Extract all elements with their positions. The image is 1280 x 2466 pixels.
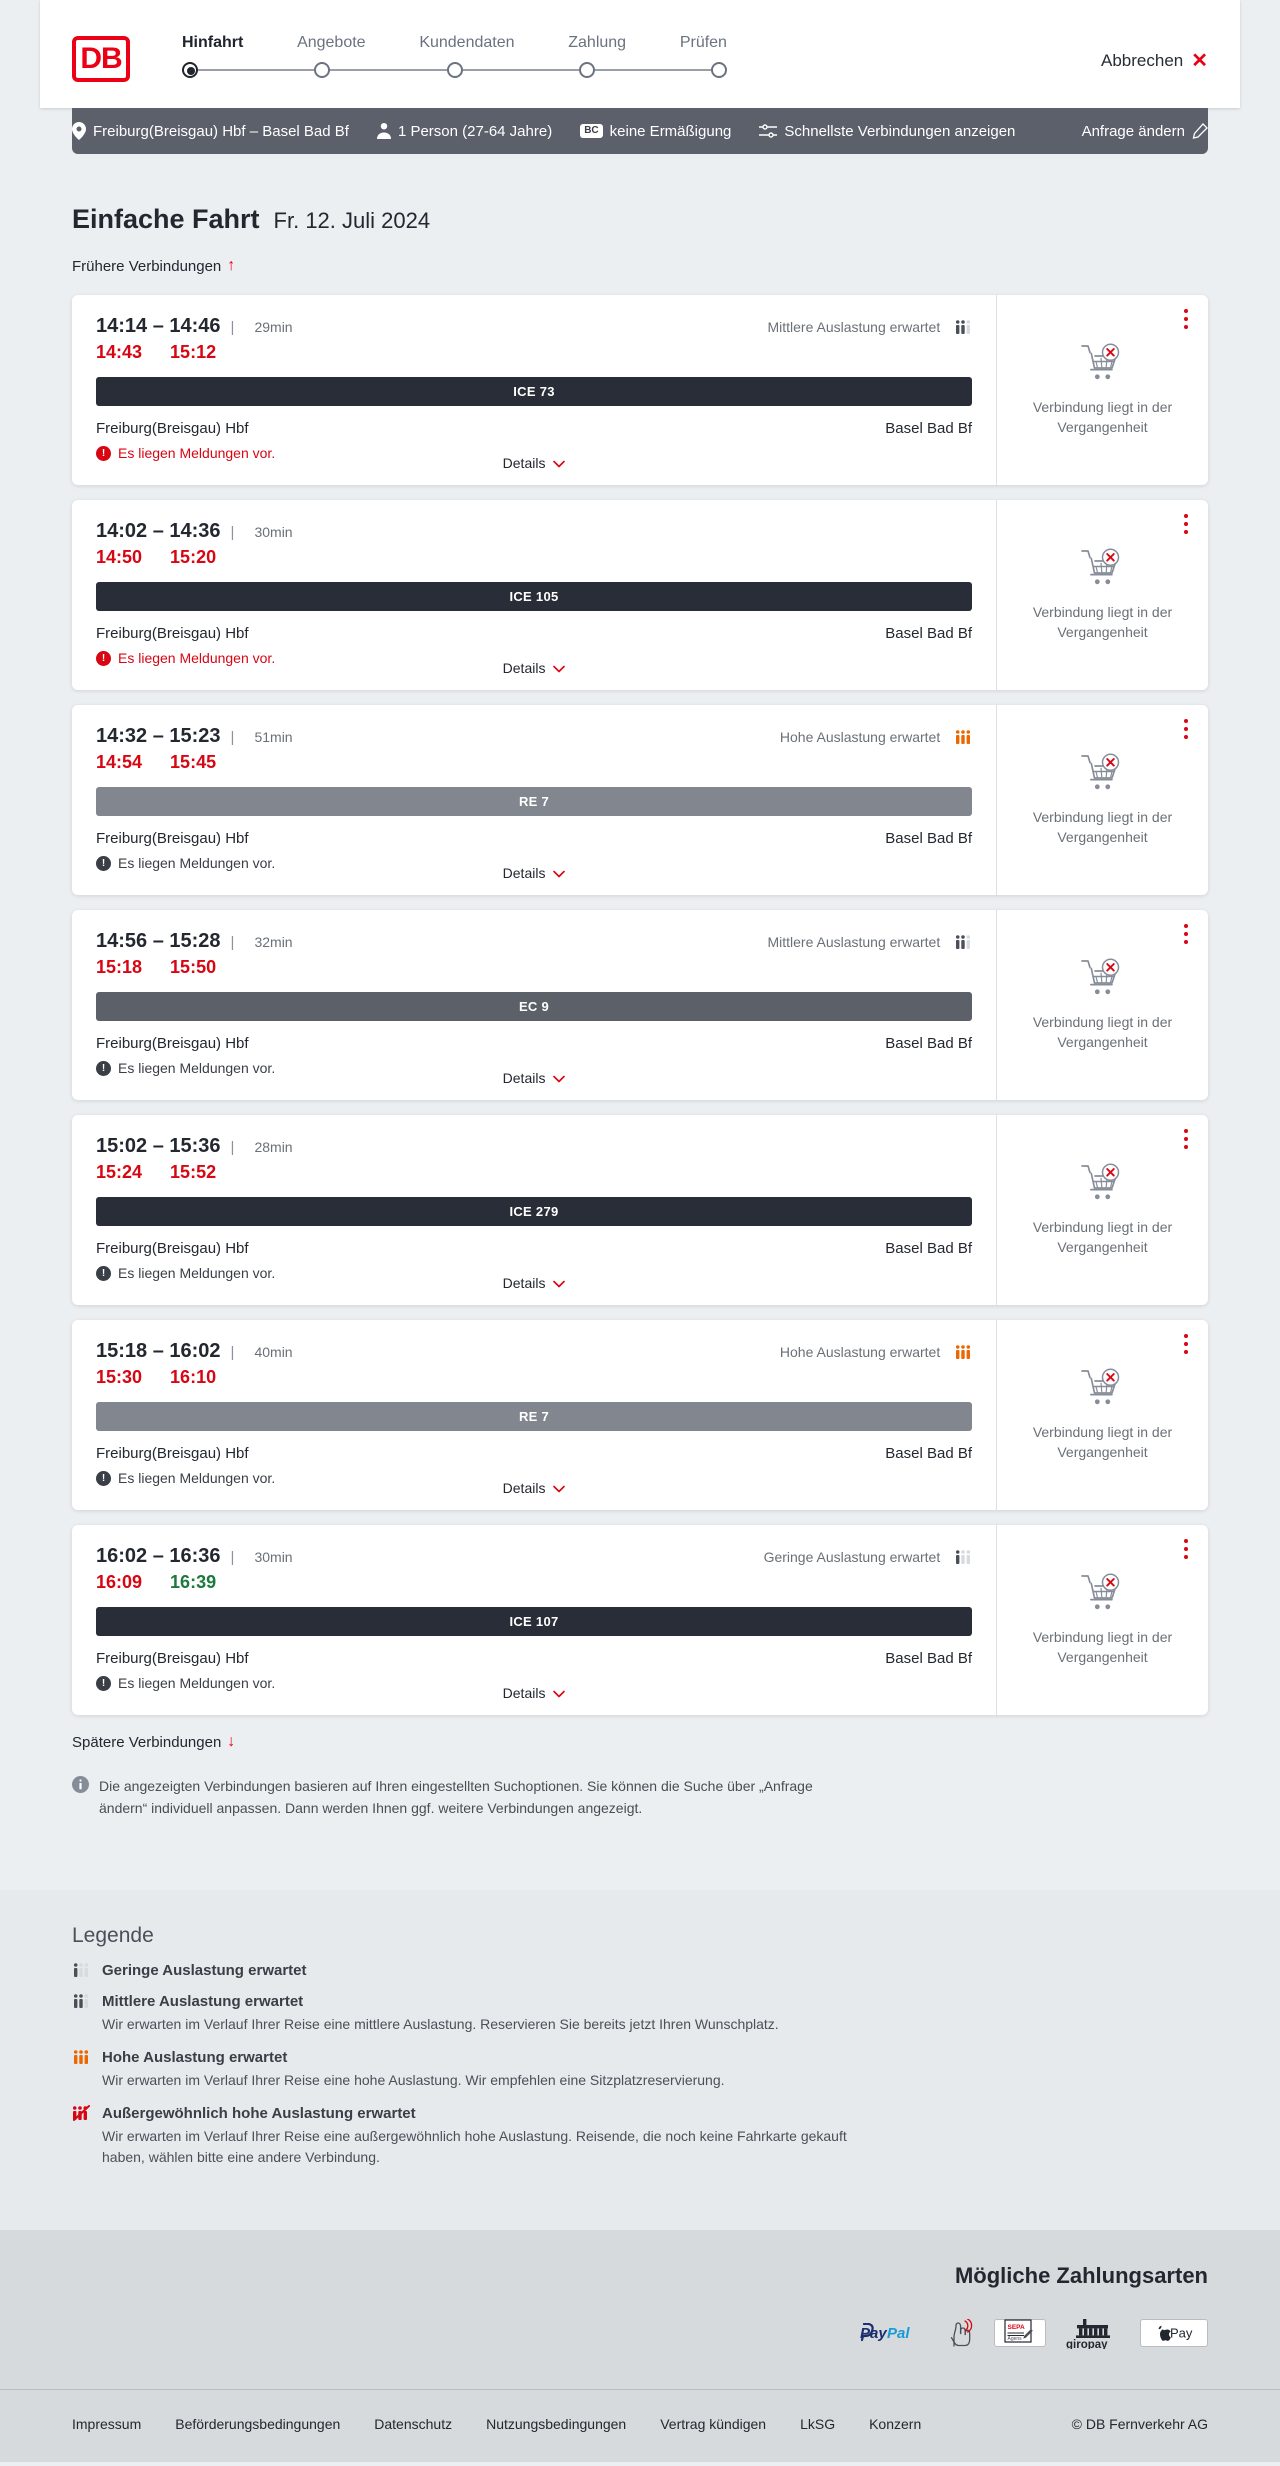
svg-text:SEPA: SEPA (1008, 2324, 1026, 2331)
svg-text:Pal: Pal (887, 2325, 910, 2342)
svg-text:giropay: giropay (1066, 2339, 1108, 2349)
svg-text:Pay: Pay (1170, 2325, 1193, 2340)
svg-text:Agens: Agens (1008, 2336, 1023, 2342)
